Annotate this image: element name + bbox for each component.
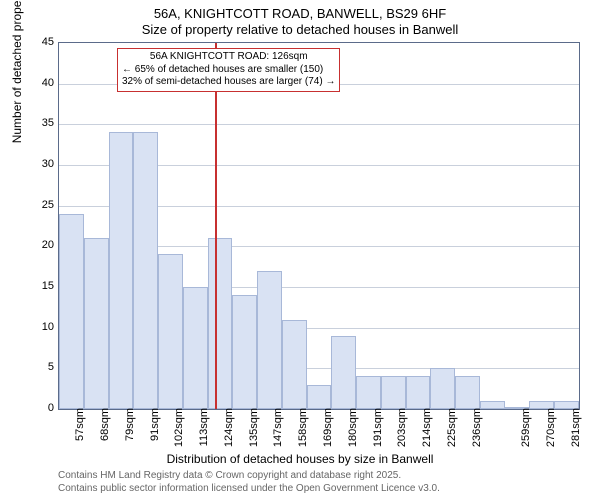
- x-tick-label: 191sqm: [372, 408, 384, 448]
- reference-line: [215, 43, 217, 409]
- grid-line: [59, 124, 579, 125]
- y-tick-label: 35: [24, 117, 54, 129]
- bar: [381, 376, 406, 409]
- bar: [84, 238, 109, 409]
- bar: [282, 320, 307, 409]
- y-tick-label: 20: [24, 239, 54, 251]
- x-tick-label: 225sqm: [446, 408, 458, 448]
- x-tick-label: 259sqm: [520, 408, 532, 448]
- x-tick-label: 214sqm: [421, 408, 433, 448]
- y-tick-label: 45: [24, 36, 54, 48]
- bar: [406, 376, 431, 409]
- annotation-box: 56A KNIGHTCOTT ROAD: 126sqm← 65% of deta…: [117, 48, 340, 92]
- bar: [331, 336, 356, 409]
- bar: [455, 376, 480, 409]
- x-axis-label: Distribution of detached houses by size …: [0, 452, 600, 466]
- bar: [232, 295, 257, 409]
- bar: [59, 214, 84, 409]
- y-tick-label: 40: [24, 77, 54, 89]
- annotation-line: ← 65% of detached houses are smaller (15…: [122, 64, 335, 77]
- x-tick-label: 169sqm: [322, 408, 334, 448]
- x-tick-label: 281sqm: [570, 408, 582, 448]
- y-tick-label: 15: [24, 280, 54, 292]
- bar: [430, 368, 455, 409]
- y-tick-label: 30: [24, 158, 54, 170]
- x-tick-label: 135sqm: [248, 408, 260, 448]
- chart-title-line1: 56A, KNIGHTCOTT ROAD, BANWELL, BS29 6HF: [0, 6, 600, 21]
- x-tick-label: 147sqm: [272, 408, 284, 448]
- bar: [307, 385, 332, 409]
- x-tick-label: 124sqm: [223, 408, 235, 448]
- x-tick-label: 68sqm: [99, 408, 111, 448]
- bar: [183, 287, 208, 409]
- y-tick-label: 0: [24, 402, 54, 414]
- footer-line1: Contains HM Land Registry data © Crown c…: [58, 470, 401, 481]
- x-tick-label: 180sqm: [347, 408, 359, 448]
- x-tick-label: 270sqm: [545, 408, 557, 448]
- footer-line2: Contains public sector information licen…: [58, 483, 440, 494]
- bar: [158, 254, 183, 409]
- x-tick-label: 203sqm: [396, 408, 408, 448]
- x-tick-label: 79sqm: [124, 408, 136, 448]
- bar: [133, 132, 158, 409]
- bar: [109, 132, 134, 409]
- x-tick-label: 57sqm: [74, 408, 86, 448]
- y-axis-label: Number of detached properties: [10, 0, 24, 143]
- bar: [480, 401, 505, 409]
- annotation-line: 32% of semi-detached houses are larger (…: [122, 76, 335, 89]
- bar: [208, 238, 233, 409]
- x-tick-label: 236sqm: [471, 408, 483, 448]
- y-tick-label: 10: [24, 321, 54, 333]
- bar: [356, 376, 381, 409]
- x-tick-label: 113sqm: [198, 408, 210, 448]
- annotation-line: 56A KNIGHTCOTT ROAD: 126sqm: [122, 51, 335, 64]
- chart-title-line2: Size of property relative to detached ho…: [0, 22, 600, 37]
- chart-container: 56A, KNIGHTCOTT ROAD, BANWELL, BS29 6HF …: [0, 0, 600, 500]
- x-tick-label: 102sqm: [173, 408, 185, 448]
- y-tick-label: 5: [24, 361, 54, 373]
- x-tick-label: 158sqm: [297, 408, 309, 448]
- y-tick-label: 25: [24, 199, 54, 211]
- chart-plot-area: 56A KNIGHTCOTT ROAD: 126sqm← 65% of deta…: [58, 42, 580, 410]
- bar: [257, 271, 282, 409]
- x-tick-label: 91sqm: [149, 408, 161, 448]
